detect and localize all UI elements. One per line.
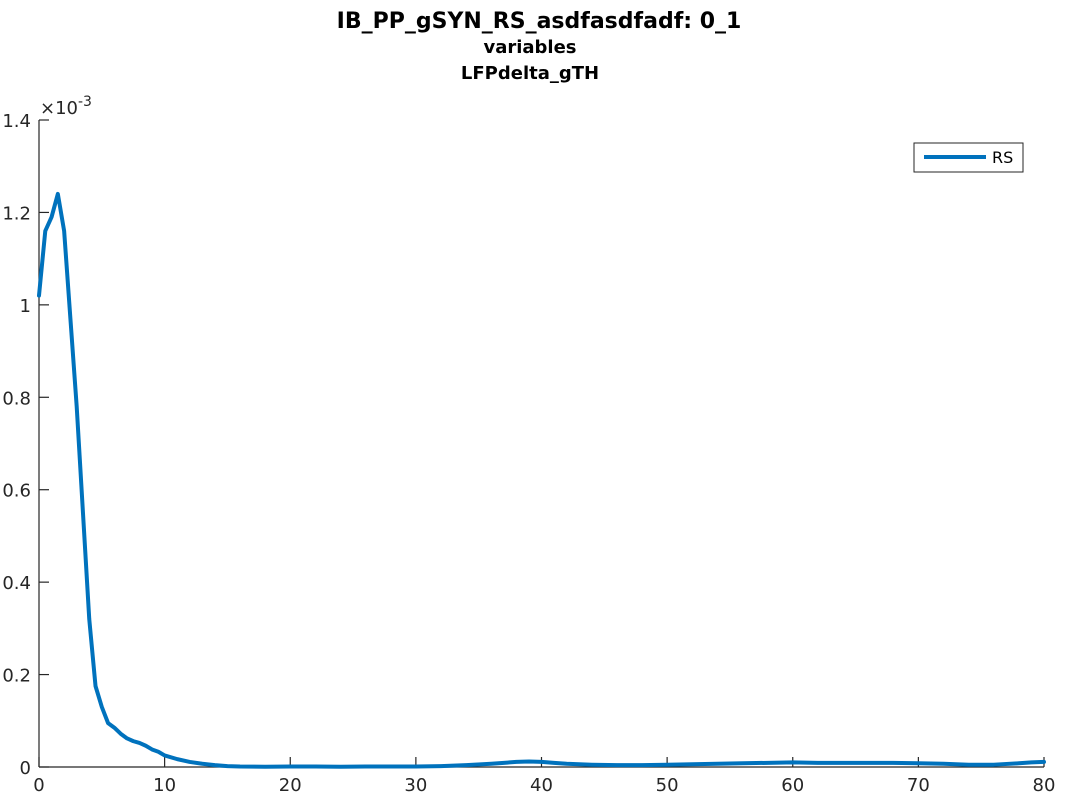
x-tick-label: 10 xyxy=(153,775,176,796)
chart-subtitle-variables: variables xyxy=(483,37,576,58)
chart-subtitle-variable-name: LFPdelta_gTH xyxy=(461,63,599,84)
x-tick-label: 70 xyxy=(907,775,930,796)
series-line-rs xyxy=(37,191,1046,769)
x-tick-label: 80 xyxy=(1033,775,1056,796)
y-tick-label: 0 xyxy=(20,758,31,779)
y-exponent-power: -3 xyxy=(78,94,92,110)
y-axis-exponent-label: ×10-3 xyxy=(40,94,92,119)
x-tick-label: 30 xyxy=(404,775,427,796)
plot-area xyxy=(37,191,1046,769)
y-tick-label: 1.4 xyxy=(2,111,31,132)
x-tick-label: 60 xyxy=(781,775,804,796)
y-exponent-base: ×10 xyxy=(40,98,78,119)
y-tick-label: 0.6 xyxy=(2,481,31,502)
x-tick-label: 50 xyxy=(656,775,679,796)
x-tick-labels: 0 10 20 30 40 50 60 70 80 xyxy=(33,775,1055,796)
y-tick-label: 0.2 xyxy=(2,666,31,687)
y-tick-label: 0.4 xyxy=(2,573,31,594)
legend-label-rs: RS xyxy=(992,148,1013,167)
y-tick-label: 1.2 xyxy=(2,203,31,224)
y-tick-label: 1 xyxy=(20,296,31,317)
x-tick-label: 0 xyxy=(33,775,44,796)
chart-title: IB_PP_gSYN_RS_asdfasdfadf: 0_1 xyxy=(337,9,742,34)
x-tick-label: 40 xyxy=(530,775,553,796)
y-tick-labels: 0 0.2 0.4 0.6 0.8 1 1.2 1.4 xyxy=(2,111,31,779)
legend: RS xyxy=(913,142,1024,173)
y-tick-label: 0.8 xyxy=(2,388,31,409)
x-tick-label: 20 xyxy=(279,775,302,796)
